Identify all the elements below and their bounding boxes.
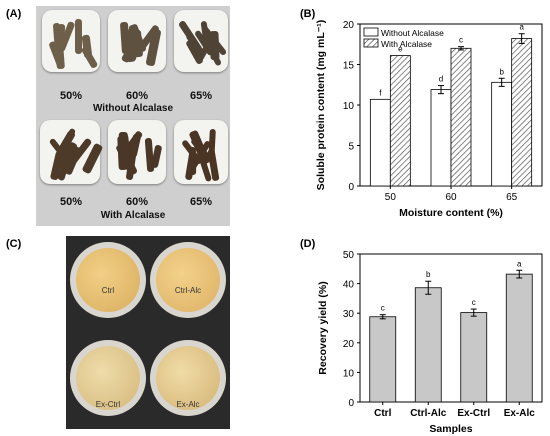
- significance-letter: c: [459, 36, 463, 45]
- panel-a-label: (A): [6, 8, 22, 20]
- x-tick-label: Ex-Alc: [504, 408, 536, 419]
- significance-letter: c: [472, 298, 476, 307]
- y-tick-label: 40: [343, 280, 355, 291]
- y-tick-label: 20: [343, 339, 355, 350]
- powder-photo: Ctrl Ctrl-Alc Ex-Ctrl Ex-Alc: [66, 236, 230, 429]
- y-tick-label: 50: [343, 250, 355, 261]
- pct-label: 60%: [125, 196, 149, 208]
- y-tick-label: 10: [343, 101, 355, 112]
- significance-letter: b: [426, 270, 431, 279]
- bar: [389, 55, 411, 187]
- caption-with-alcalase: With Alcalase: [100, 210, 166, 221]
- bar: [369, 98, 391, 187]
- significance-letter: e: [398, 45, 403, 54]
- bar: [505, 273, 533, 403]
- x-tick-label: Ex-Ctrl: [457, 408, 490, 419]
- caption-without-alcalase: Without Alcalase: [92, 103, 174, 114]
- x-axis-label: Samples: [429, 423, 472, 435]
- bowl-label: Ctrl-Alc: [174, 286, 202, 295]
- powder-ex-ctrl: [76, 346, 140, 410]
- pct-label: 50%: [59, 196, 83, 208]
- pct-label: 65%: [189, 196, 213, 208]
- y-tick-label: 0: [348, 398, 354, 409]
- bar: [460, 312, 488, 403]
- bar: [414, 287, 442, 403]
- bar: [450, 47, 472, 187]
- legend-swatch: [363, 27, 379, 37]
- x-tick-label: Ctrl-Alc: [410, 408, 447, 419]
- significance-letter: f: [379, 88, 382, 97]
- bar: [430, 89, 452, 187]
- significance-letter: a: [517, 259, 522, 268]
- y-tick-label: 15: [343, 61, 355, 72]
- y-tick-label: 5: [348, 142, 354, 153]
- powder-ex-alc: [156, 346, 220, 410]
- pct-label: 50%: [59, 90, 83, 102]
- x-axis-label: Moisture content (%): [399, 207, 503, 218]
- significance-letter: b: [499, 67, 504, 76]
- panel-b-label: (B): [300, 8, 316, 20]
- panel-d-label: (D): [300, 238, 316, 250]
- plot-frame: [359, 253, 543, 403]
- bowl-label: Ex-Alc: [176, 400, 200, 409]
- extrudate-stick: [118, 131, 129, 163]
- powder-ctrl: [76, 248, 140, 312]
- significance-letter: a: [519, 23, 524, 32]
- legend-label: Without Alcalase: [381, 28, 444, 38]
- x-tick-label: 50: [385, 192, 397, 203]
- bowl-label: Ex-Ctrl: [95, 400, 121, 409]
- x-tick-label: Ctrl: [374, 408, 391, 419]
- y-tick-label: 20: [343, 20, 355, 31]
- bowl-label: Ctrl: [101, 286, 115, 295]
- x-tick-label: 65: [506, 192, 518, 203]
- bar: [491, 81, 513, 187]
- y-tick-label: 0: [348, 182, 354, 193]
- powder-ctrl-alc: [156, 248, 220, 312]
- significance-letter: d: [439, 75, 443, 84]
- y-tick-label: 30: [343, 309, 355, 320]
- recovery-yield-chart: 0 10 20 30 40 50 c Ctrl b Ctrl-Alc c Ex-Ctrl a Ex-Alc…: [317, 250, 543, 435]
- extrudate-photo: 50% 60% 65% Without Alcalase 50% 60% 65%…: [36, 6, 230, 226]
- pct-label: 65%: [189, 90, 213, 102]
- y-tick-label: 10: [343, 368, 355, 379]
- significance-letter: c: [381, 304, 385, 313]
- y-axis-label: Soluble protein content (mg mL⁻¹): [315, 20, 327, 191]
- y-axis-label: Recovery yield (%): [317, 281, 329, 374]
- x-tick-label: 60: [445, 192, 457, 203]
- pct-label: 60%: [125, 90, 149, 102]
- panel-c-label: (C): [6, 238, 22, 250]
- bar: [369, 316, 397, 403]
- soluble-protein-chart: 0 5 10 15 20 50 f e 60 d c 65 b a Moisture content (%)…: [315, 20, 543, 218]
- legend-label: With Alcalase: [381, 39, 432, 49]
- legend-swatch: [363, 38, 379, 48]
- bar: [511, 38, 533, 187]
